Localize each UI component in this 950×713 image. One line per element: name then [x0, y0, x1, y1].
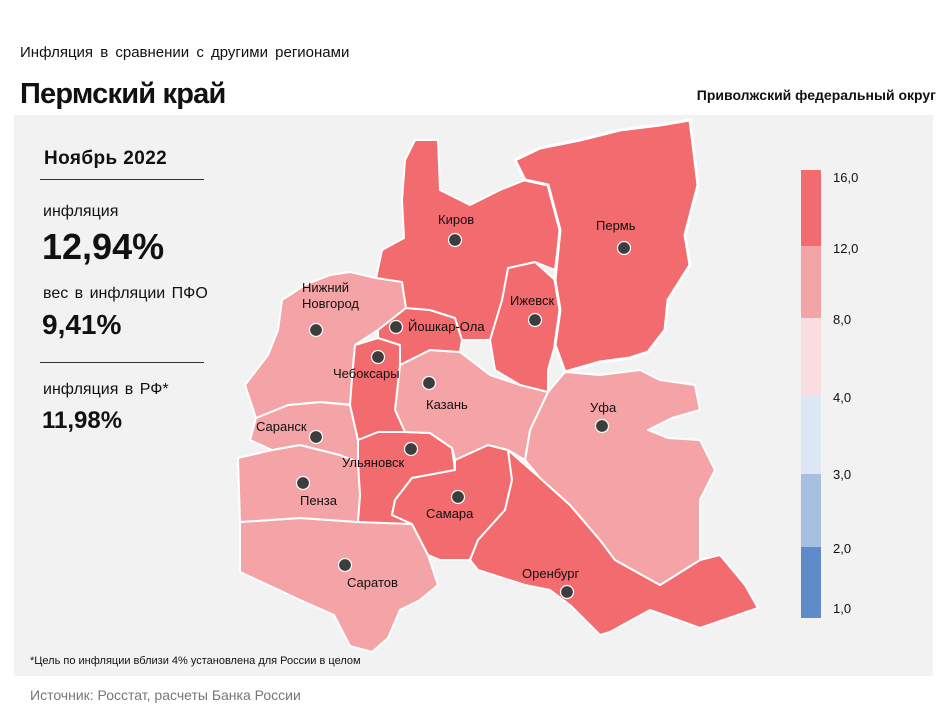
city-label-penza: Пенза [300, 493, 338, 508]
city-label-kirov: Киров [438, 212, 474, 227]
rf-inflation-value: 11,98% [42, 407, 123, 434]
city-dot-kirov[interactable] [447, 232, 463, 248]
inflation-label: инфляция [43, 203, 119, 220]
city-label-kazan: Казань [426, 397, 468, 412]
city-dot-ufa[interactable] [594, 418, 610, 434]
city-label-izhevsk: Ижевск [510, 293, 555, 308]
city-dot-samara[interactable] [450, 489, 466, 505]
weight-value: 9,41% [42, 309, 122, 340]
weight-label: вес в инфляции ПФО [43, 285, 208, 302]
city-dot-saratov[interactable] [337, 557, 353, 573]
city-label-orenburg: Оренбург [522, 566, 579, 581]
city-dot-saransk[interactable] [308, 429, 324, 445]
legend-band-2-3 [801, 474, 821, 547]
city-label-samara: Самара [426, 506, 474, 521]
period-label: Ноябрь 2022 [44, 148, 168, 169]
legend-band-4-8 [801, 318, 821, 396]
region-bashkortostan[interactable] [524, 369, 716, 586]
divider [40, 179, 204, 180]
legend-tick: 3,0 [833, 467, 852, 482]
legend-band-1-2 [801, 547, 821, 618]
legend-tick: 8,0 [833, 312, 852, 327]
city-labels: Киров Пермь Нижний Новгород Ижевск Йошка… [256, 212, 636, 590]
city-label-cheboksary: Чебоксары [333, 366, 400, 381]
region-saratov[interactable] [239, 517, 439, 653]
source-note: Источник: Росстат, расчеты Банка России [30, 687, 301, 703]
city-label-nizhny-2: Новгород [302, 296, 359, 311]
legend-tick: 2,0 [833, 541, 852, 556]
legend-band-8-12 [801, 246, 821, 318]
city-dot-perm[interactable] [616, 240, 632, 256]
supertitle: Инфляция в сравнении с другими регионами [20, 44, 350, 61]
city-dot-penza[interactable] [295, 475, 311, 491]
city-label-ulyanovsk: Ульяновск [342, 455, 404, 470]
region-perm[interactable] [513, 118, 700, 374]
city-dot-yoshkar-ola[interactable] [388, 319, 404, 335]
legend-tick: 16,0 [833, 170, 859, 185]
federal-district-label: Приволжский федеральный округ [696, 87, 936, 103]
city-label-saransk: Саранск [256, 419, 307, 434]
page-title: Пермский край [20, 78, 226, 110]
inflation-value: 12,94% [42, 226, 165, 267]
city-dot-orenburg[interactable] [559, 584, 575, 600]
city-label-nizhny-1: Нижний [302, 280, 349, 295]
footnote: *Цель по инфляции вблизи 4% установлена … [30, 655, 361, 667]
legend-tick: 1,0 [833, 601, 852, 616]
region-kirov[interactable] [375, 139, 561, 341]
city-dot-cheboksary[interactable] [370, 349, 386, 365]
city-label-perm: Пермь [596, 218, 636, 233]
city-markers [295, 232, 632, 600]
city-label-ufa: Уфа [590, 400, 617, 415]
legend-tick: 12,0 [833, 241, 859, 256]
city-label-yoshkar-ola: Йошкар-Ола [408, 319, 485, 334]
city-dot-ulyanovsk[interactable] [403, 441, 419, 457]
city-dot-izhevsk[interactable] [527, 312, 543, 328]
rf-inflation-label: инфляция в РФ* [43, 381, 169, 398]
legend-band-3-4 [801, 396, 821, 474]
legend-band-12-16 [801, 170, 821, 246]
city-label-saratov: Саратов [347, 575, 398, 590]
legend-tick: 4,0 [833, 390, 852, 405]
city-dot-nizhny-novgorod[interactable] [308, 322, 324, 338]
divider [40, 362, 204, 363]
city-dot-kazan[interactable] [421, 375, 437, 391]
